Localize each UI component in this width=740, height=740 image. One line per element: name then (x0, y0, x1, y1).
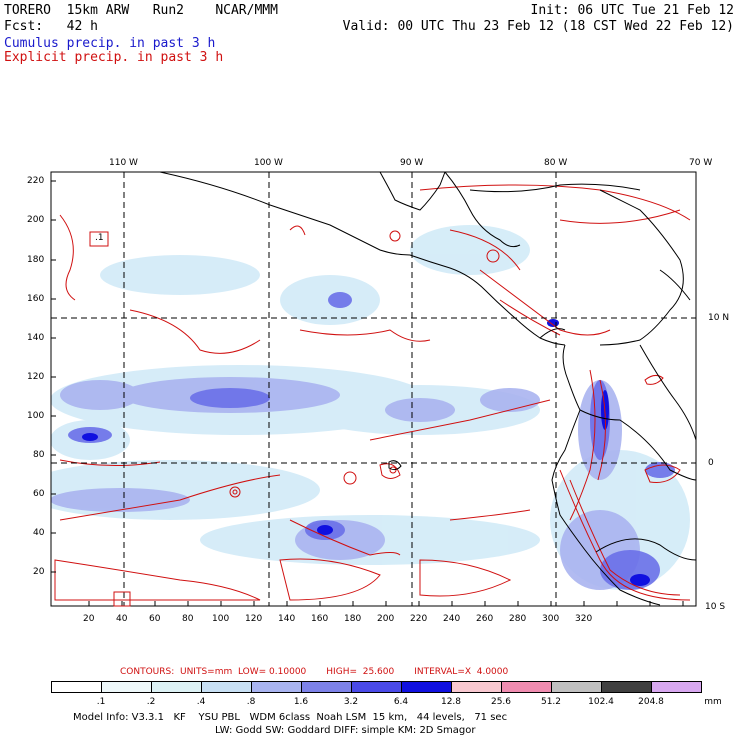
y-tick: 140 (27, 333, 45, 343)
lon-label-90w: 90 W (400, 158, 424, 168)
colorbar-swatch (151, 681, 202, 693)
colorbar-label: 25.6 (490, 697, 512, 707)
x-tick: 120 (245, 614, 263, 624)
legend-explicit: Explicit precip. in past 3 h (4, 50, 224, 65)
y-tick: 160 (27, 294, 45, 304)
forecast-hour: Fcst: 42 h (4, 19, 98, 34)
y-tick: 220 (27, 176, 45, 186)
colorbar-swatch (401, 681, 452, 693)
y-tick: 60 (33, 489, 45, 499)
colorbar-label: 102.4 (588, 697, 614, 707)
colorbar-swatch (251, 681, 302, 693)
lat-label-10n: 10 N (708, 313, 730, 323)
colorbar-label: .4 (196, 697, 206, 707)
colorbar-swatch (201, 681, 252, 693)
y-tick: 80 (33, 450, 45, 460)
colorbar-swatch (551, 681, 602, 693)
colorbar-label: 51.2 (540, 697, 562, 707)
colorbar-swatch (51, 681, 102, 693)
colorbar-label: 3.2 (343, 697, 359, 707)
coastlines (159, 172, 696, 606)
y-tick: 20 (33, 567, 45, 577)
colorbar-label: .2 (146, 697, 156, 707)
colorbar-swatch (301, 681, 352, 693)
x-tick: 20 (83, 614, 95, 624)
x-tick: 280 (509, 614, 527, 624)
y-tick: 120 (27, 372, 45, 382)
colorbar-swatch (601, 681, 652, 693)
colorbar-swatch (101, 681, 152, 693)
colorbar-unit: mm (704, 697, 722, 707)
lat-label-10s: 10 S (705, 602, 726, 612)
lon-label-70w: 70 W (689, 158, 713, 168)
map-frame (50, 171, 697, 607)
y-tick: 200 (27, 215, 45, 225)
colorbar-swatch (501, 681, 552, 693)
x-tick: 240 (443, 614, 461, 624)
y-tick: 40 (33, 528, 45, 538)
contour-label-box (89, 231, 109, 247)
x-tick: 320 (575, 614, 593, 624)
legend-cumulus: Cumulus precip. in past 3 h (4, 36, 216, 51)
lon-label-100w: 100 W (254, 158, 283, 168)
lat-label-0: 0 (708, 458, 714, 468)
colorbar-label: 204.8 (638, 697, 664, 707)
colorbar-swatch (651, 681, 702, 693)
graticule (51, 172, 696, 606)
y-tick: 180 (27, 255, 45, 265)
run-title: TORERO 15km ARW Run2 NCAR/MMM (4, 3, 278, 18)
y-tick: 100 (27, 411, 45, 421)
lon-label-110w: 110 W (109, 158, 138, 168)
valid-time: Valid: 00 UTC Thu 23 Feb 12 (18 CST Wed … (342, 19, 734, 34)
axis-ticks (51, 180, 684, 606)
precip-field (51, 172, 696, 606)
x-tick: 100 (212, 614, 230, 624)
colorbar-swatch (451, 681, 502, 693)
contour-info: CONTOURS: UNITS=mm LOW= 0.10000 HIGH= 25… (120, 667, 509, 677)
x-tick: 160 (311, 614, 329, 624)
colorbar-label: 6.4 (393, 697, 409, 707)
colorbar-label: 12.8 (440, 697, 462, 707)
model-info: Model Info: V3.3.1 KF YSU PBL WDM 6class… (73, 712, 508, 723)
x-tick: 220 (410, 614, 428, 624)
x-tick: 200 (377, 614, 395, 624)
x-tick: 60 (149, 614, 161, 624)
colorbar-swatch (351, 681, 402, 693)
x-tick: 180 (344, 614, 362, 624)
colorbar-label: .1 (96, 697, 106, 707)
x-tick: 40 (116, 614, 128, 624)
lon-label-80w: 80 W (544, 158, 568, 168)
contour-label-box-bottom (113, 591, 131, 607)
x-tick: 140 (278, 614, 296, 624)
x-tick: 300 (542, 614, 560, 624)
x-tick: 80 (182, 614, 194, 624)
colorbar-label: 1.6 (293, 697, 309, 707)
x-tick: 260 (476, 614, 494, 624)
colorbar-label: .8 (246, 697, 256, 707)
init-time: Init: 06 UTC Tue 21 Feb 12 (530, 3, 735, 18)
model-physics: LW: Godd SW: Goddard DIFF: simple KM: 2D… (215, 725, 476, 736)
contour-label: .1 (95, 233, 104, 243)
